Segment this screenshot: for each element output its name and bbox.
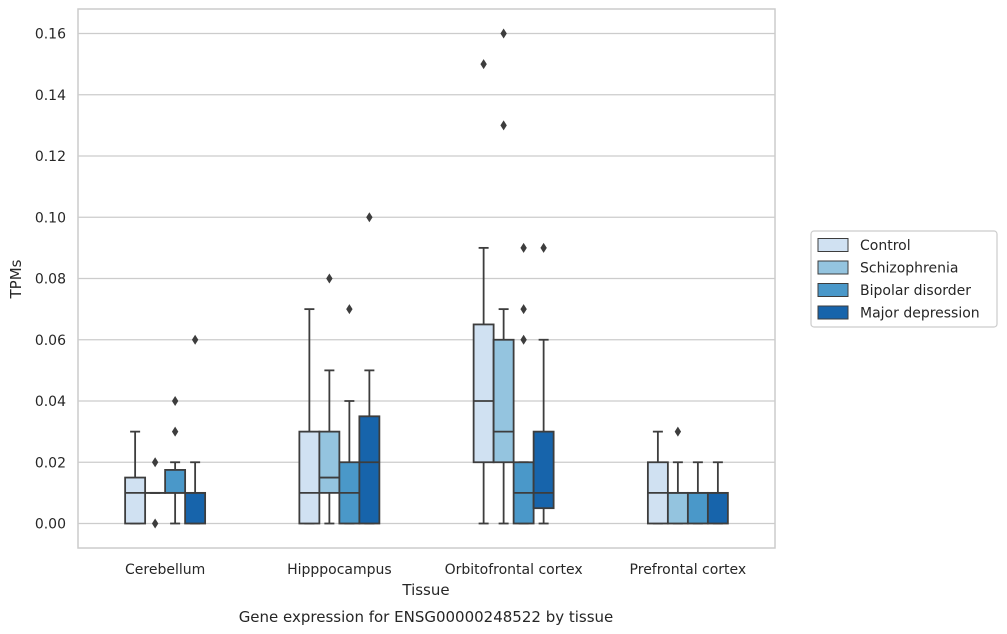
legend-label: Major depression (860, 306, 980, 322)
outlier-point (520, 242, 527, 253)
box-major-depression (184, 334, 207, 525)
box-major-depression (706, 461, 729, 525)
box-iqr (124, 476, 147, 525)
y-tick-label: 0.14 (35, 88, 66, 104)
x-tick-label: Orbitofrontal cortex (445, 562, 583, 578)
outlier-point (480, 59, 487, 70)
y-tick-label: 0.12 (35, 149, 66, 165)
box-iqr (184, 491, 207, 525)
outlier-point (500, 28, 507, 39)
legend-swatch (817, 238, 849, 252)
outlier-point (520, 304, 527, 315)
legend-swatch (817, 283, 849, 297)
y-tick-label: 0.08 (35, 272, 66, 288)
axes-frame (77, 8, 776, 549)
box-bipolar-disorder (164, 396, 187, 525)
box-iqr (532, 430, 555, 510)
box-iqr (492, 338, 515, 464)
outlier-point (326, 273, 333, 284)
outlier-point (151, 518, 159, 529)
box-control (646, 430, 669, 525)
box-iqr (472, 323, 495, 464)
y-tick-label: 0.10 (35, 210, 66, 226)
outlier-point (520, 334, 527, 345)
x-tick-label: Hipppocampus (287, 562, 392, 578)
x-tick-label: Cerebellum (125, 562, 205, 578)
legend-label: Control (860, 238, 911, 254)
y-axis-label: TPMs (7, 259, 25, 299)
grid-lines (78, 32, 775, 525)
box-control (298, 308, 321, 525)
legend-swatch (817, 305, 849, 320)
box-control (124, 430, 147, 525)
box-bipolar-disorder (686, 461, 709, 525)
outlier-point (171, 426, 179, 437)
box-bipolar-disorder (512, 242, 535, 525)
box-iqr (358, 415, 381, 525)
box-iqr (298, 430, 321, 525)
x-tick-label: Prefrontal cortex (630, 562, 747, 578)
box-iqr (706, 491, 729, 525)
outlier-point (346, 304, 353, 315)
x-axis-ticks: Cerebellum Hipppocampus Orbitofrontal cort… (125, 562, 746, 578)
box-bipolar-disorder (338, 304, 361, 525)
box-iqr (318, 430, 341, 494)
outlier-point (191, 334, 199, 345)
box-control (472, 59, 495, 525)
chart-caption: Gene expression for ENSG00000248522 by t… (239, 608, 614, 626)
legend-swatch (817, 260, 849, 275)
outlier-point (540, 242, 547, 253)
box-schizophrenia (492, 28, 515, 525)
outlier-point (171, 396, 179, 406)
outlier-point (674, 426, 682, 437)
legend-label: Bipolar disorder (860, 283, 971, 299)
y-tick-label: 0.02 (35, 455, 66, 471)
box-schizophrenia (318, 273, 341, 525)
box-schizophrenia (666, 426, 689, 525)
box-schizophrenia (144, 457, 167, 529)
y-tick-label: 0.04 (35, 394, 66, 410)
box-iqr (164, 469, 187, 494)
box-iqr (666, 491, 689, 525)
box-iqr (686, 491, 709, 525)
legend-frame (810, 230, 998, 328)
x-axis-label: Tissue (401, 581, 449, 599)
plot-area (124, 28, 729, 529)
outlier-point (366, 212, 373, 223)
y-tick-label: 0.00 (35, 517, 66, 533)
outlier-point (500, 120, 507, 131)
box-major-depression (532, 242, 555, 525)
legend-label: Schizophrenia (860, 261, 958, 277)
box-major-depression (358, 212, 381, 525)
y-axis-ticks: 0.00 0.02 0.04 0.06 0.08 0.10 0.12 0.14 0.16 (35, 27, 66, 533)
y-tick-label: 0.06 (35, 333, 66, 349)
y-tick-label: 0.16 (35, 27, 66, 43)
legend: Control Schizophrenia Bipolar disorder Majo… (810, 230, 998, 328)
outlier-point (151, 457, 159, 468)
